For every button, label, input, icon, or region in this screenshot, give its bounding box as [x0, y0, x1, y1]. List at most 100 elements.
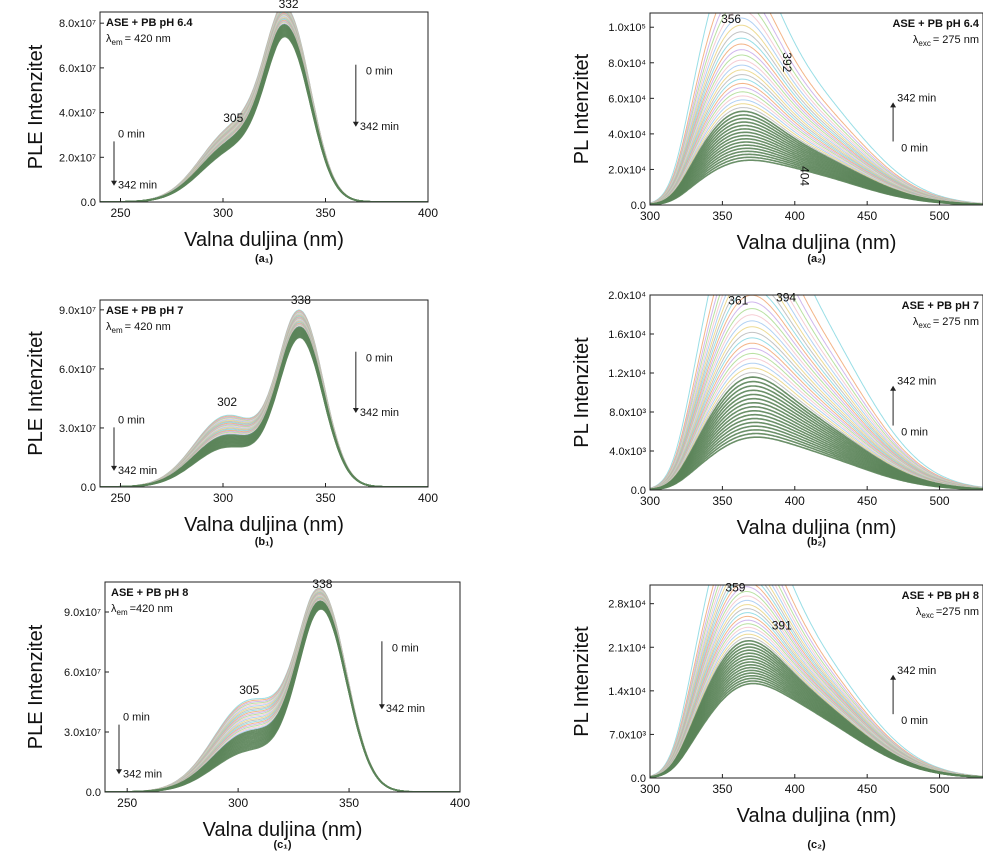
legend-title: ASE + PB pH 8: [111, 587, 188, 599]
series-line-8: [100, 315, 428, 487]
arrow-head: [890, 102, 897, 108]
series-line-6: [100, 314, 428, 487]
x-tick-label: 350: [315, 206, 335, 220]
time-label-end: 342 min: [897, 92, 936, 104]
x-tick-label: 350: [712, 782, 732, 796]
y-tick-label: 0.0: [631, 200, 646, 212]
y-tick-label: 4.0x10⁴: [608, 129, 646, 141]
series-line-1: [650, 295, 983, 489]
arrow-head: [111, 465, 117, 471]
y-tick-label: 8.0x10⁷: [59, 18, 96, 30]
panel-caption: (b₁): [255, 536, 274, 548]
x-tick-label: 350: [315, 491, 335, 505]
legend-symbol: λ: [913, 34, 919, 46]
x-tick-label: 300: [228, 796, 248, 810]
x-tick-label: 500: [930, 494, 950, 508]
y-tick-label: 0.0: [81, 482, 96, 494]
x-tick-label: 400: [785, 782, 805, 796]
peak-label: 394: [776, 291, 796, 305]
x-tick-label: 300: [640, 494, 660, 508]
legend-subscript: em: [117, 608, 128, 617]
series-line-39: [650, 159, 983, 205]
y-tick-label: 4.0x10⁷: [59, 108, 96, 120]
y-tick-label: 8.0x10⁴: [608, 58, 646, 70]
y-tick-label: 6.0x10⁷: [64, 667, 101, 679]
x-tick-label: 400: [418, 206, 438, 220]
legend-subscript: exc: [921, 611, 933, 620]
time-label-end: 342 min: [897, 665, 936, 677]
legend-subtitle: λexc = 275 nm: [913, 316, 979, 330]
arrow-head: [890, 674, 897, 680]
legend-value: = 275 nm: [933, 316, 979, 328]
x-axis-label: Valna duljina (nm): [184, 514, 344, 536]
y-tick-label: 0.0: [631, 773, 646, 785]
peak-label: 359: [725, 581, 745, 595]
y-tick-label: 9.0x10⁷: [64, 607, 101, 619]
time-label-start: 0 min: [901, 715, 928, 727]
peak-label: 392: [780, 52, 794, 72]
panel-caption: (a₁): [255, 253, 273, 265]
curves-b1: [100, 309, 428, 487]
plot-frame: [649, 584, 983, 779]
series-line-6: [650, 295, 983, 490]
curves-a2: [650, 13, 983, 205]
series-line-23: [100, 24, 428, 202]
arrow-head: [116, 769, 122, 775]
series-line-9: [100, 316, 428, 487]
y-tick-label: 8.0x10³: [609, 407, 646, 419]
x-tick-label: 300: [640, 209, 660, 223]
series-line-21: [100, 23, 428, 202]
peak-label: 305: [239, 683, 259, 697]
series-line-1: [650, 13, 983, 204]
arrow-head: [111, 180, 117, 186]
legend-subtitle: λem = 420 nm: [106, 321, 171, 335]
curves-c2: [650, 585, 983, 778]
y-axis-label: PL Intenzitet: [571, 337, 593, 448]
y-tick-label: 3.0x10⁷: [59, 423, 96, 435]
series-line-35: [100, 336, 428, 487]
x-tick-label: 400: [450, 796, 470, 810]
series-line-11: [105, 594, 460, 792]
time-label-start: 0 min: [392, 642, 419, 654]
x-tick-label: 500: [930, 209, 950, 223]
y-axis-label: PLE Intenzitet: [25, 44, 47, 169]
peak-label: 302: [217, 395, 237, 409]
x-tick-label: 350: [339, 796, 359, 810]
y-tick-label: 9.0x10⁷: [59, 305, 96, 317]
legend-symbol: λ: [106, 33, 112, 45]
legend-value: =420 nm: [130, 603, 173, 615]
x-tick-label: 300: [213, 206, 233, 220]
time-label-start: 0 min: [366, 353, 393, 365]
y-tick-label: 2.0x10⁴: [608, 164, 646, 176]
x-tick-label: 400: [418, 491, 438, 505]
plot-frame: [649, 12, 983, 206]
legend-value: = 275 nm: [933, 34, 979, 46]
x-axis-label: Valna duljina (nm): [737, 232, 897, 254]
y-tick-label: 3.0x10⁷: [64, 727, 101, 739]
series-line-15: [100, 17, 428, 202]
series-line-24: [100, 25, 428, 202]
series-line-14: [100, 16, 428, 202]
time-label-start: 0 min: [366, 66, 393, 78]
legend-subtitle: λem = 420 nm: [106, 33, 171, 47]
arrow-head: [378, 704, 385, 710]
legend-title: ASE + PB pH 6.4: [892, 18, 979, 30]
peak-label: 305: [223, 111, 243, 125]
x-axis-label: Valna duljina (nm): [737, 517, 897, 539]
time-label-end: 342 min: [386, 703, 425, 715]
y-tick-label: 6.0x10⁷: [59, 63, 96, 75]
time-label-start: 0 min: [123, 712, 150, 724]
x-tick-label: 500: [930, 782, 950, 796]
peak-label: 356: [721, 12, 741, 26]
y-tick-label: 1.6x10⁴: [608, 329, 646, 341]
legend-title: ASE + PB pH 7: [902, 300, 979, 312]
legend-subtitle: λexc =275 nm: [916, 606, 979, 620]
plot-frame: [99, 299, 429, 488]
time-label-start: 0 min: [901, 142, 928, 154]
legend-value: = 420 nm: [125, 321, 171, 333]
y-tick-label: 2.8x10⁴: [608, 599, 646, 611]
arrow-head: [890, 385, 897, 391]
series-line-5: [650, 295, 983, 490]
arrow-head: [352, 407, 359, 413]
